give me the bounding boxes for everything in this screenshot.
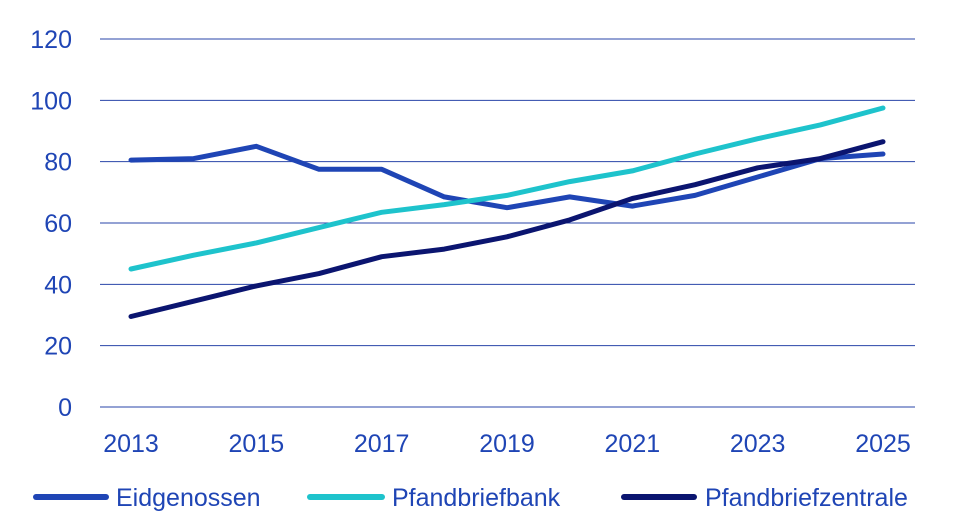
y-tick-label: 0 (58, 394, 72, 422)
y-tick-label: 20 (44, 333, 72, 361)
y-tick-label: 40 (44, 271, 72, 299)
x-tick-label: 2013 (103, 430, 159, 458)
x-tick-label: 2015 (229, 430, 285, 458)
x-tick-label: 2021 (605, 430, 661, 458)
legend: Eidgenossen Pfandbriefbank Pfandbriefzentr… (33, 484, 908, 512)
gridlines (100, 38, 915, 408)
x-tick-label: 2023 (730, 430, 786, 458)
x-tick-label: 2017 (354, 430, 410, 458)
legend-label: Pfandbriefzentrale (705, 484, 908, 512)
y-axis-tick-labels: 0 20 40 60 80 100 120 (30, 26, 72, 422)
y-tick-label: 100 (30, 87, 72, 115)
series-line-pfandbriefbank (128, 105, 886, 272)
series-line-eidgenossen (128, 143, 886, 211)
y-tick-label: 60 (44, 210, 72, 238)
x-tick-label: 2019 (479, 430, 535, 458)
series-line-pfandbriefzentrale (128, 139, 886, 319)
x-axis-tick-labels: 2013 2015 2017 2019 2021 2023 2025 (103, 430, 911, 458)
series-lines (128, 105, 886, 319)
y-tick-label: 120 (30, 26, 72, 54)
legend-label: Eidgenossen (116, 484, 261, 512)
x-tick-label: 2025 (855, 430, 911, 458)
legend-label: Pfandbriefbank (392, 484, 561, 512)
y-tick-label: 80 (44, 149, 72, 177)
